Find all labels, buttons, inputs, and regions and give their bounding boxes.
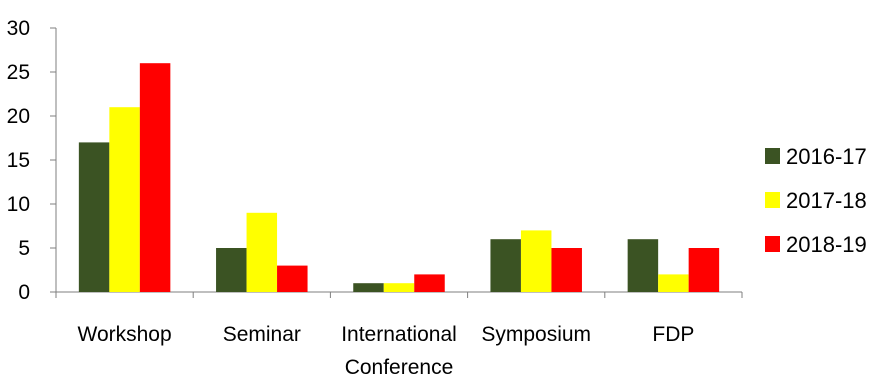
- x-axis: [55, 291, 743, 298]
- category-label: International: [341, 323, 457, 346]
- legend-label: 2016-17: [786, 144, 867, 169]
- category-label: Workshop: [78, 323, 172, 346]
- y-tick-label: 30: [7, 17, 30, 40]
- bar: [246, 212, 278, 292]
- bar: [277, 265, 308, 292]
- category-labels: Workshop Seminar International Conference Sy…: [78, 323, 695, 379]
- bars: [78, 63, 720, 293]
- legend-swatch: [765, 148, 780, 164]
- bar: [414, 274, 445, 292]
- bar: [139, 63, 171, 293]
- bar: [658, 274, 689, 292]
- bar: [627, 239, 659, 292]
- legend: 2016-17 2017-18 2018-19: [765, 144, 867, 257]
- bar: [78, 142, 110, 292]
- y-tick-label: 0: [18, 281, 30, 304]
- category-label: Conference: [345, 356, 454, 379]
- legend-swatch: [765, 236, 780, 252]
- bar: [353, 283, 384, 292]
- bar: [216, 248, 247, 292]
- category-label: Symposium: [481, 323, 591, 346]
- y-tick-label: 20: [7, 105, 30, 128]
- bar: [688, 248, 720, 292]
- y-axis: 0 5 10 15 20 25 30: [7, 17, 57, 304]
- y-tick-label: 25: [7, 61, 30, 84]
- legend-label: 2018-19: [786, 232, 867, 257]
- category-label: Seminar: [223, 323, 301, 346]
- bar: [109, 107, 140, 292]
- legend-label: 2017-18: [786, 188, 867, 213]
- y-tick-label: 15: [7, 149, 30, 172]
- bar: [520, 230, 552, 292]
- legend-swatch: [765, 192, 780, 208]
- y-tick-label: 10: [7, 193, 30, 216]
- bar: [551, 248, 582, 292]
- category-label: FDP: [652, 323, 694, 346]
- bar: [383, 283, 415, 292]
- y-tick-label: 5: [18, 237, 30, 260]
- bar: [490, 239, 521, 292]
